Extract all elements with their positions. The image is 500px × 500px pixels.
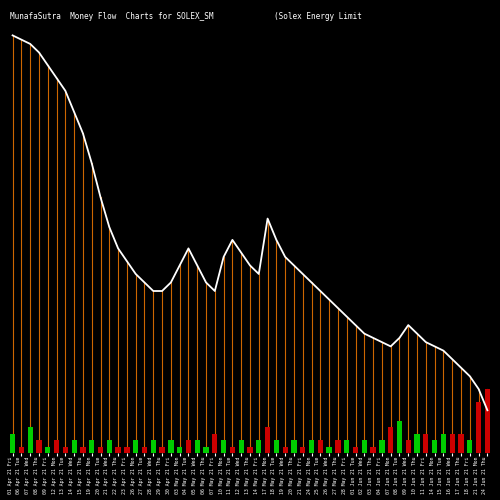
- Bar: [194, 440, 200, 453]
- Bar: [80, 446, 86, 453]
- Bar: [238, 440, 244, 453]
- Bar: [397, 421, 402, 453]
- Bar: [414, 434, 420, 453]
- Text: MunafaSutra  Money Flow  Charts for SOLEX_SM: MunafaSutra Money Flow Charts for SOLEX_…: [10, 12, 214, 22]
- Bar: [344, 440, 350, 453]
- Bar: [18, 446, 24, 453]
- Bar: [309, 440, 314, 453]
- Bar: [133, 440, 138, 453]
- Bar: [458, 434, 464, 453]
- Bar: [124, 446, 130, 453]
- Bar: [160, 446, 164, 453]
- Bar: [318, 440, 323, 453]
- Bar: [98, 446, 103, 453]
- Bar: [388, 428, 394, 453]
- Bar: [89, 440, 94, 453]
- Bar: [36, 440, 42, 453]
- Bar: [106, 440, 112, 453]
- Bar: [292, 440, 296, 453]
- Bar: [10, 434, 15, 453]
- Bar: [265, 428, 270, 453]
- Bar: [168, 440, 173, 453]
- Bar: [300, 446, 306, 453]
- Bar: [326, 446, 332, 453]
- Bar: [485, 389, 490, 453]
- Bar: [54, 440, 59, 453]
- Bar: [230, 446, 235, 453]
- Bar: [282, 446, 288, 453]
- Bar: [221, 440, 226, 453]
- Bar: [204, 446, 208, 453]
- Bar: [212, 434, 218, 453]
- Bar: [441, 434, 446, 453]
- Bar: [150, 440, 156, 453]
- Bar: [353, 446, 358, 453]
- Text: (Solex Energy Limit: (Solex Energy Limit: [274, 12, 362, 22]
- Bar: [450, 434, 455, 453]
- Bar: [423, 434, 428, 453]
- Bar: [380, 440, 384, 453]
- Bar: [142, 446, 147, 453]
- Bar: [336, 440, 340, 453]
- Bar: [177, 446, 182, 453]
- Bar: [370, 446, 376, 453]
- Bar: [186, 440, 191, 453]
- Bar: [406, 440, 411, 453]
- Bar: [72, 440, 77, 453]
- Bar: [476, 402, 482, 453]
- Bar: [432, 440, 438, 453]
- Bar: [274, 440, 279, 453]
- Bar: [62, 446, 68, 453]
- Bar: [256, 440, 262, 453]
- Bar: [116, 446, 120, 453]
- Bar: [248, 446, 252, 453]
- Bar: [28, 428, 33, 453]
- Bar: [45, 446, 51, 453]
- Bar: [467, 440, 472, 453]
- Bar: [362, 440, 367, 453]
